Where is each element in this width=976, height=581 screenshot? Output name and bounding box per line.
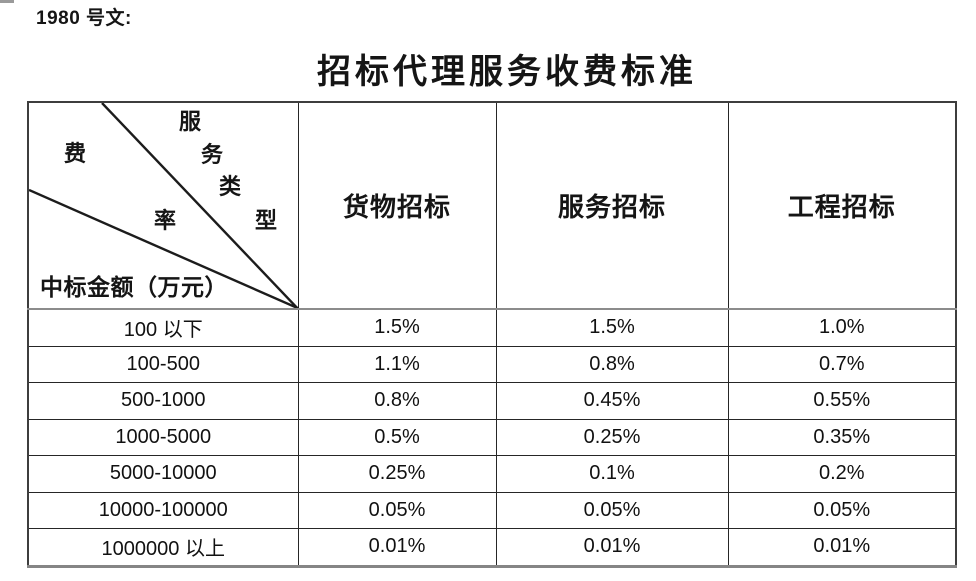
fee-standard-table: 服 务 类 型 费 率 中标金额（万元） 货物招标 服务招标 工程招标 100 … [27,101,957,568]
rate-cell: 0.05% [495,491,729,529]
rate-cell: 0.55% [727,382,957,420]
corner-label-service-type-char: 务 [201,142,225,167]
table-row: 10000-100000 0.05% 0.05% 0.05% [27,491,957,529]
rate-cell: 0.25% [495,418,729,456]
table-row: 1000000 以上 0.01% 0.01% 0.01% [27,528,957,567]
rate-cell: 1.0% [727,308,957,347]
table-row: 100 以下 1.5% 1.5% 1.0% [27,308,957,347]
column-header-service: 服务招标 [495,101,729,310]
rate-cell: 0.25% [297,455,497,493]
amount-range-cell: 100 以下 [27,308,299,347]
amount-range-cell: 1000000 以上 [27,528,299,567]
rate-cell: 0.45% [495,382,729,420]
rate-cell: 0.7% [727,345,957,383]
rate-cell: 0.05% [727,491,957,529]
rate-cell: 0.5% [297,418,497,456]
corner-label-service-type-char: 型 [255,208,279,233]
rate-cell: 1.5% [297,308,497,347]
rate-cell: 0.35% [727,418,957,456]
amount-range-cell: 500-1000 [27,382,299,420]
corner-label-bid-amount: 中标金额（万元） [40,275,228,300]
rate-cell: 1.5% [495,308,729,347]
column-header-goods: 货物招标 [297,101,497,310]
table-row: 5000-10000 0.25% 0.1% 0.2% [27,455,957,493]
table-row: 1000-5000 0.5% 0.25% 0.35% [27,418,957,456]
table-row: 500-1000 0.8% 0.45% 0.55% [27,382,957,420]
page-title: 招标代理服务收费标准 [317,54,697,91]
corner-label-fee-rate-char: 率 [154,208,178,233]
corner-header-cell: 服 务 类 型 费 率 中标金额（万元） [27,101,299,310]
amount-range-cell: 10000-100000 [27,491,299,529]
rate-cell: 0.01% [727,528,957,567]
table-row: 100-500 1.1% 0.8% 0.7% [27,345,957,383]
corner-label-service-type-char: 类 [219,174,243,199]
doc-number: 1980 号文: [36,8,132,29]
rate-cell: 1.1% [297,345,497,383]
rate-cell: 0.01% [495,528,729,567]
rate-cell: 0.1% [495,455,729,493]
rate-cell: 0.01% [297,528,497,567]
corner-label-service-type-char: 服 [179,109,203,134]
corner-label-fee-rate-char: 费 [64,141,88,166]
amount-range-cell: 5000-10000 [27,455,299,493]
amount-range-cell: 100-500 [27,345,299,383]
header-row: 服 务 类 型 费 率 中标金额（万元） 货物招标 服务招标 工程招标 [27,101,957,310]
rate-cell: 0.2% [727,455,957,493]
rate-cell: 0.8% [495,345,729,383]
amount-range-cell: 1000-5000 [27,418,299,456]
rate-cell: 0.05% [297,491,497,529]
column-header-engineering: 工程招标 [727,101,957,310]
rate-cell: 0.8% [297,382,497,420]
diagonal-divider-lines [29,103,299,308]
scan-artifact [0,0,14,3]
